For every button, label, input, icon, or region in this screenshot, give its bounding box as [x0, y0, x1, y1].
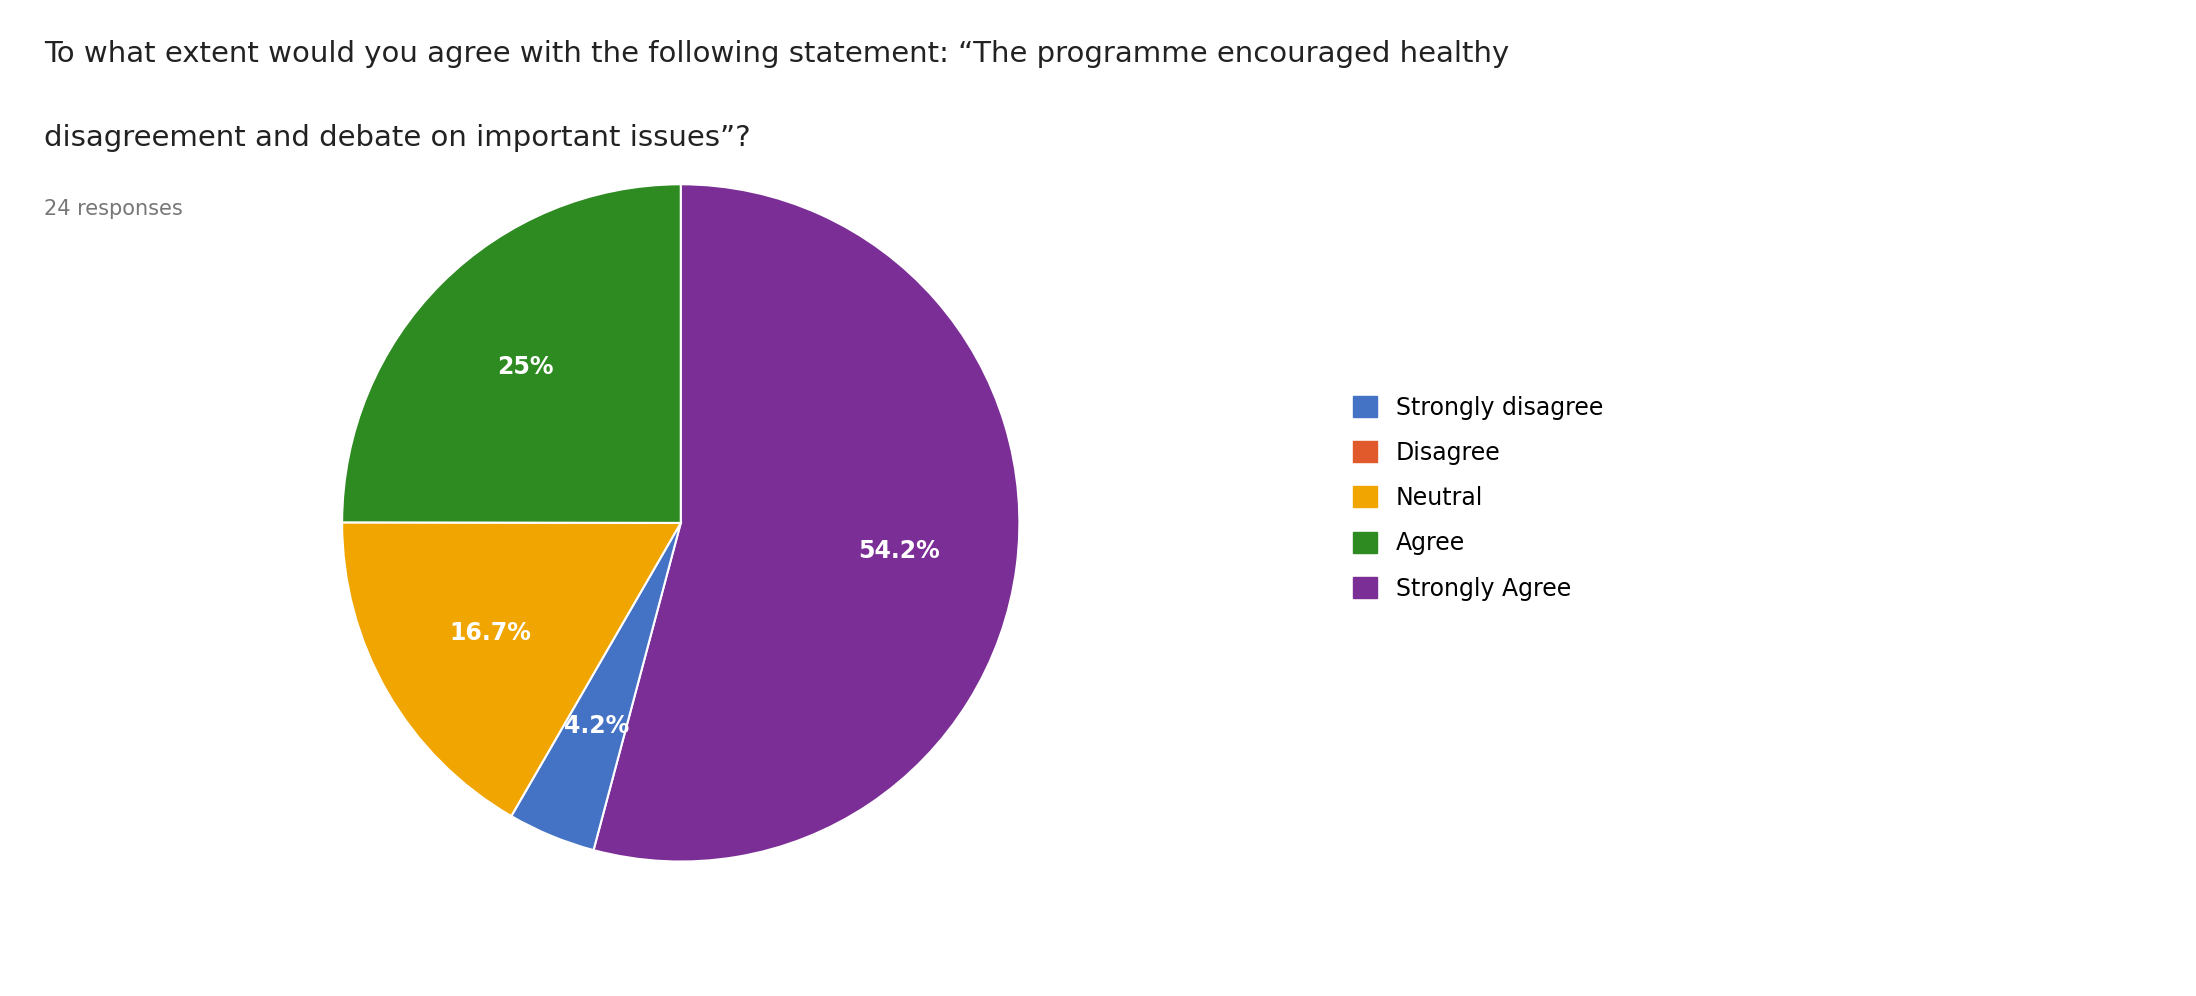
- Text: disagreement and debate on important issues”?: disagreement and debate on important iss…: [44, 124, 751, 152]
- Legend: Strongly disagree, Disagree, Neutral, Agree, Strongly Agree: Strongly disagree, Disagree, Neutral, Ag…: [1329, 372, 1627, 624]
- Wedge shape: [593, 184, 1019, 862]
- Text: 54.2%: 54.2%: [859, 540, 940, 564]
- Wedge shape: [512, 523, 681, 851]
- Text: 24 responses: 24 responses: [44, 199, 182, 219]
- Wedge shape: [343, 184, 681, 523]
- Text: 25%: 25%: [496, 356, 553, 379]
- Wedge shape: [343, 522, 681, 816]
- Text: To what extent would you agree with the following statement: “The programme enco: To what extent would you agree with the …: [44, 40, 1509, 68]
- Text: 16.7%: 16.7%: [448, 621, 531, 644]
- Text: 4.2%: 4.2%: [564, 714, 630, 738]
